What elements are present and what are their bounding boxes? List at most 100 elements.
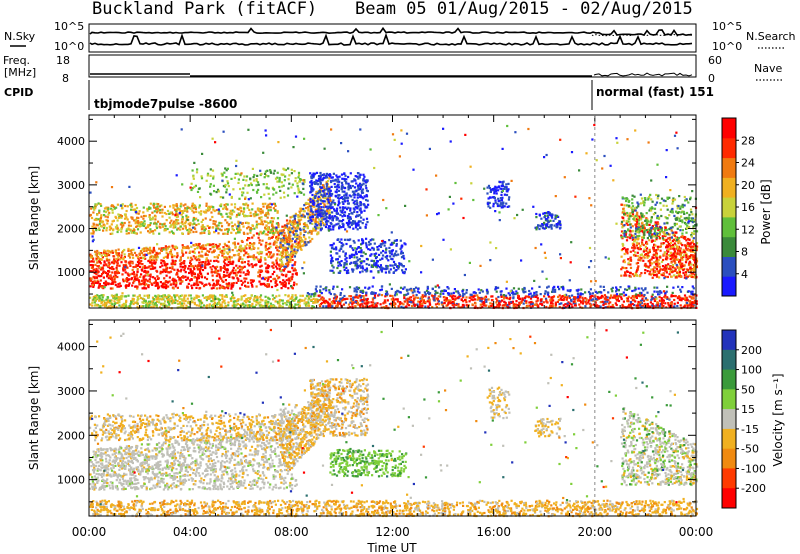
power-pixel xyxy=(369,248,372,251)
power-pixel xyxy=(390,249,393,252)
power-pixel xyxy=(673,302,676,305)
power-pixel xyxy=(207,297,210,300)
power-pixel xyxy=(317,206,320,209)
power-pixel xyxy=(115,266,118,269)
power-pixel xyxy=(261,202,265,205)
power-pixel xyxy=(201,306,204,309)
power-pixel xyxy=(241,212,245,215)
power-pixel xyxy=(289,234,292,237)
power-pixel xyxy=(348,254,351,257)
power-pixel xyxy=(156,275,159,278)
power-pixel xyxy=(241,222,244,225)
power-pixel xyxy=(196,219,200,222)
power-pixel xyxy=(273,270,276,273)
power-pixel xyxy=(275,238,278,241)
power-pixel xyxy=(269,253,272,256)
power-pixel xyxy=(581,302,584,305)
power-pixel xyxy=(101,296,104,299)
power-pixel xyxy=(266,264,269,267)
power-pixel xyxy=(242,281,245,284)
power-pixel xyxy=(307,298,310,301)
power-pixel xyxy=(282,247,285,250)
power-pixel xyxy=(238,226,241,229)
power-pixel xyxy=(120,297,123,300)
power-pixel xyxy=(200,232,203,235)
power-pixel xyxy=(99,217,102,220)
power-pixel xyxy=(290,186,293,189)
power-pixel xyxy=(333,208,336,211)
power-pixel xyxy=(538,227,541,231)
power-pixel xyxy=(179,256,182,259)
power-pixel xyxy=(388,303,392,306)
power-pixel xyxy=(110,276,113,279)
power-pixel xyxy=(264,226,267,229)
power-pixel xyxy=(365,217,369,220)
power-pixel xyxy=(393,305,396,308)
power-pixel xyxy=(175,220,178,223)
power-pixel xyxy=(106,273,110,276)
power-pixel xyxy=(295,283,298,286)
power-pixel xyxy=(511,300,514,303)
power-pixel xyxy=(225,294,228,297)
power-pixel xyxy=(337,186,340,189)
power-pixel xyxy=(162,256,165,259)
power-pixel xyxy=(248,305,251,308)
power-pixel xyxy=(292,298,295,301)
power-pixel xyxy=(95,257,98,260)
power-pixel xyxy=(266,248,269,251)
power-pixel xyxy=(160,204,163,207)
power-pixel xyxy=(176,219,180,222)
power-pixel xyxy=(171,267,174,270)
power-pixel xyxy=(248,264,251,267)
power-pixel xyxy=(144,253,147,256)
power-pixel xyxy=(651,304,654,307)
power-pixel xyxy=(226,208,229,211)
power-pixel xyxy=(585,299,588,302)
power-pixel xyxy=(337,183,340,186)
power-pixel xyxy=(631,299,634,302)
power-pixel xyxy=(257,247,260,250)
power-pixel xyxy=(141,305,144,308)
power-pixel xyxy=(111,282,114,285)
power-pixel xyxy=(686,304,689,307)
power-pixel xyxy=(226,232,229,235)
power-pixel xyxy=(297,226,300,229)
power-pixel xyxy=(174,259,177,263)
power-pixel xyxy=(190,284,193,287)
power-pixel xyxy=(232,282,235,285)
power-pixel xyxy=(496,202,499,205)
power-pixel xyxy=(296,247,300,250)
power-pixel xyxy=(349,217,352,220)
power-pixel xyxy=(643,306,646,309)
power-pixel xyxy=(497,197,500,200)
power-pixel xyxy=(646,302,649,306)
power-pixel xyxy=(366,299,369,302)
power-pixel xyxy=(348,186,351,189)
power-pixel xyxy=(168,271,171,274)
power-pixel xyxy=(187,247,190,250)
power-pixel xyxy=(684,298,687,302)
power-pixel xyxy=(176,254,179,257)
power-pixel xyxy=(118,216,121,219)
power-pixel xyxy=(156,281,159,285)
power-pixel xyxy=(151,303,154,306)
power-pixel xyxy=(191,223,194,226)
power-pixel xyxy=(331,211,334,214)
power-pixel xyxy=(338,227,341,230)
power-pixel xyxy=(215,227,218,230)
power-pixel xyxy=(373,242,376,245)
power-pixel xyxy=(91,283,94,286)
power-pixel xyxy=(275,191,278,194)
power-pixel xyxy=(173,208,177,211)
power-pixel xyxy=(126,205,129,208)
power-pixel xyxy=(183,209,186,212)
power-pixel xyxy=(205,283,208,286)
power-pixel xyxy=(184,203,187,206)
power-pixel xyxy=(90,279,93,282)
power-pixel xyxy=(110,204,113,207)
power-pixel xyxy=(106,282,109,285)
power-pixel xyxy=(167,271,170,274)
power-pixel xyxy=(269,275,272,278)
power-pixel xyxy=(502,187,506,190)
power-pixel xyxy=(238,248,241,251)
